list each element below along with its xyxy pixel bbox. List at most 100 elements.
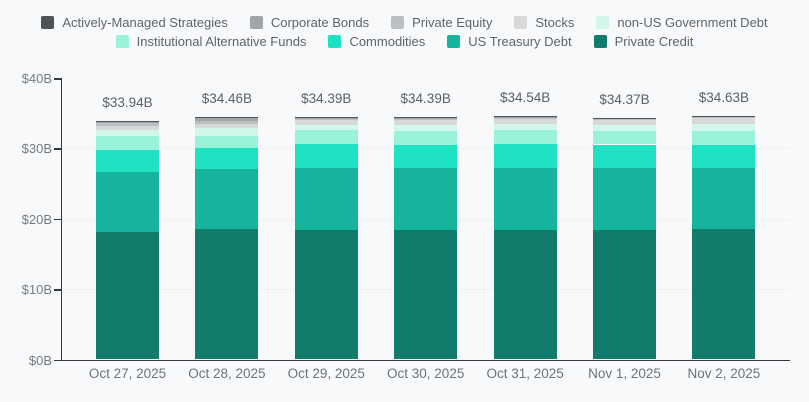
bar-segment-private-equity[interactable] bbox=[394, 119, 458, 121]
bar-segment-private-credit[interactable] bbox=[195, 229, 259, 360]
bar-segment-private-equity[interactable] bbox=[692, 117, 756, 119]
bar-segment-private-credit[interactable] bbox=[294, 230, 358, 360]
bar-segment-us-treasury-debt[interactable] bbox=[294, 168, 358, 230]
bar-segment-corporate-bonds[interactable] bbox=[195, 117, 259, 121]
bar-segment-actively-managed-strategies[interactable] bbox=[692, 115, 756, 117]
bar-segment-actively-managed-strategies[interactable] bbox=[294, 117, 358, 119]
bar-segment-commodities[interactable] bbox=[692, 144, 756, 169]
bar-segment-stocks[interactable] bbox=[195, 124, 259, 129]
bar-segment-private-credit[interactable] bbox=[394, 229, 458, 360]
bar-segment-institutional-alternative-funds[interactable] bbox=[493, 130, 557, 145]
bar-segment-corporate-bonds[interactable] bbox=[692, 116, 756, 118]
bar-segment-private-equity[interactable] bbox=[493, 118, 557, 120]
bar-segment-commodities[interactable] bbox=[394, 144, 458, 169]
legend-swatch-non-us-government-debt bbox=[596, 16, 610, 29]
legend-swatch-actively-managed-strategies bbox=[41, 16, 55, 29]
bar-segment-non-us-government-debt[interactable] bbox=[593, 125, 656, 132]
bar-segment-institutional-alternative-funds[interactable] bbox=[394, 130, 458, 145]
legend-item-corporate-bonds[interactable]: Corporate Bonds bbox=[249, 15, 370, 30]
legend-item-actively-managed-strategies[interactable]: Actively-Managed Strategies bbox=[41, 15, 228, 30]
bar-segment-commodities[interactable] bbox=[593, 144, 656, 169]
y-axis-tick bbox=[54, 78, 61, 80]
bar-segment-stocks[interactable] bbox=[692, 118, 756, 124]
bar-segment-corporate-bonds[interactable] bbox=[294, 118, 358, 120]
bar-segment-non-us-government-debt[interactable] bbox=[692, 123, 756, 132]
bar-segment-us-treasury-debt[interactable] bbox=[692, 168, 756, 230]
bar-segment-commodities[interactable] bbox=[493, 144, 557, 168]
chart-legend: Actively-Managed Strategies Corporate Bon… bbox=[0, 13, 809, 51]
bar-segment-institutional-alternative-funds[interactable] bbox=[294, 130, 358, 145]
bar-total-label: $34.37B bbox=[599, 91, 650, 107]
legend-item-commodities[interactable]: Commodities bbox=[328, 34, 425, 49]
bar-segment-institutional-alternative-funds[interactable] bbox=[692, 131, 756, 145]
bar-segment-stocks[interactable] bbox=[96, 125, 159, 130]
bar-segment-actively-managed-strategies[interactable] bbox=[493, 116, 557, 118]
legend-swatch-private-equity bbox=[391, 16, 405, 29]
legend-item-us-treasury-debt[interactable]: US Treasury Debt bbox=[447, 34, 572, 49]
bar-segment-us-treasury-debt[interactable] bbox=[394, 168, 458, 230]
bar-segment-us-treasury-debt[interactable] bbox=[593, 168, 656, 230]
y-axis-tick-label: $10B bbox=[21, 282, 52, 298]
bar-segment-institutional-alternative-funds[interactable] bbox=[96, 136, 159, 150]
bar-segment-private-credit[interactable] bbox=[692, 229, 756, 360]
y-axis-tick bbox=[54, 148, 61, 150]
bar-segment-stocks[interactable] bbox=[394, 120, 458, 126]
bar-segment-us-treasury-debt[interactable] bbox=[195, 168, 259, 230]
bar-segment-actively-managed-strategies[interactable] bbox=[593, 117, 656, 119]
legend-item-private-credit[interactable]: Private Credit bbox=[593, 34, 694, 49]
bar-segment-stocks[interactable] bbox=[493, 119, 557, 125]
bar-segment-commodities[interactable] bbox=[195, 148, 259, 169]
x-axis-tick-label: Oct 31, 2025 bbox=[486, 366, 564, 381]
legend-label: Institutional Alternative Funds bbox=[136, 34, 307, 49]
bar-segment-corporate-bonds[interactable] bbox=[96, 120, 159, 124]
legend-item-stocks[interactable]: Stocks bbox=[514, 15, 574, 30]
y-axis-tick-label: $0B bbox=[28, 352, 52, 368]
bar-segment-stocks[interactable] bbox=[294, 120, 358, 126]
y-axis-tick bbox=[54, 289, 61, 291]
legend-row-2: Institutional Alternative Funds Commoditi… bbox=[0, 32, 809, 51]
bar-segment-non-us-government-debt[interactable] bbox=[493, 124, 557, 131]
legend-swatch-stocks bbox=[514, 16, 528, 29]
bar-segment-institutional-alternative-funds[interactable] bbox=[195, 136, 259, 149]
bar-segment-private-credit[interactable] bbox=[493, 229, 557, 360]
bar-segment-us-treasury-debt[interactable] bbox=[493, 167, 557, 230]
bar-segment-non-us-government-debt[interactable] bbox=[294, 125, 358, 131]
bar-segment-us-treasury-debt[interactable] bbox=[96, 172, 159, 233]
bar-segment-actively-managed-strategies[interactable] bbox=[394, 117, 458, 119]
y-axis-tick-label: $30B bbox=[21, 141, 52, 157]
bar-segment-private-equity[interactable] bbox=[96, 123, 159, 126]
bar-segment-corporate-bonds[interactable] bbox=[394, 118, 458, 120]
bar-segment-institutional-alternative-funds[interactable] bbox=[593, 131, 656, 145]
bar-total-label: $34.54B bbox=[499, 90, 551, 106]
bar-total-label: $34.39B bbox=[301, 91, 352, 107]
bar-segment-private-equity[interactable] bbox=[195, 120, 259, 125]
bar-segment-non-us-government-debt[interactable] bbox=[394, 125, 458, 131]
bar-segment-corporate-bonds[interactable] bbox=[493, 117, 557, 119]
bar-segment-commodities[interactable] bbox=[294, 144, 358, 169]
bar-segment-private-credit[interactable] bbox=[96, 232, 159, 360]
legend-label: Corporate Bonds bbox=[270, 15, 370, 30]
bar-segment-commodities[interactable] bbox=[96, 149, 159, 173]
y-axis-tick bbox=[54, 218, 61, 221]
legend-label: Actively-Managed Strategies bbox=[62, 15, 228, 30]
bar-segment-stocks[interactable] bbox=[593, 120, 656, 126]
bar-segment-actively-managed-strategies[interactable] bbox=[195, 116, 259, 118]
legend-item-private-equity[interactable]: Private Equity bbox=[391, 15, 492, 30]
bar-segment-corporate-bonds[interactable] bbox=[593, 118, 656, 120]
legend-item-institutional-alternative-funds[interactable]: Institutional Alternative Funds bbox=[115, 34, 307, 49]
bar-segment-non-us-government-debt[interactable] bbox=[96, 129, 159, 137]
x-axis-tick-label: Oct 30, 2025 bbox=[387, 366, 465, 381]
legend-label: Private Credit bbox=[614, 34, 694, 49]
bar-segment-non-us-government-debt[interactable] bbox=[195, 128, 259, 137]
bar-segment-private-equity[interactable] bbox=[294, 119, 358, 121]
legend-swatch-corporate-bonds bbox=[249, 16, 263, 29]
x-axis-tick-label: Oct 29, 2025 bbox=[287, 366, 365, 381]
y-axis-tick-label: $40B bbox=[21, 71, 52, 86]
bar-segment-private-credit[interactable] bbox=[593, 230, 656, 360]
x-axis-tick-label: Nov 1, 2025 bbox=[588, 366, 661, 381]
legend-label: Commodities bbox=[349, 34, 426, 49]
bar-segment-private-equity[interactable] bbox=[593, 119, 656, 121]
y-axis-tick-label: $20B bbox=[21, 211, 52, 227]
legend-item-non-us-government-debt[interactable]: non-US Government Debt bbox=[596, 15, 768, 30]
legend-swatch-commodities bbox=[328, 35, 342, 48]
